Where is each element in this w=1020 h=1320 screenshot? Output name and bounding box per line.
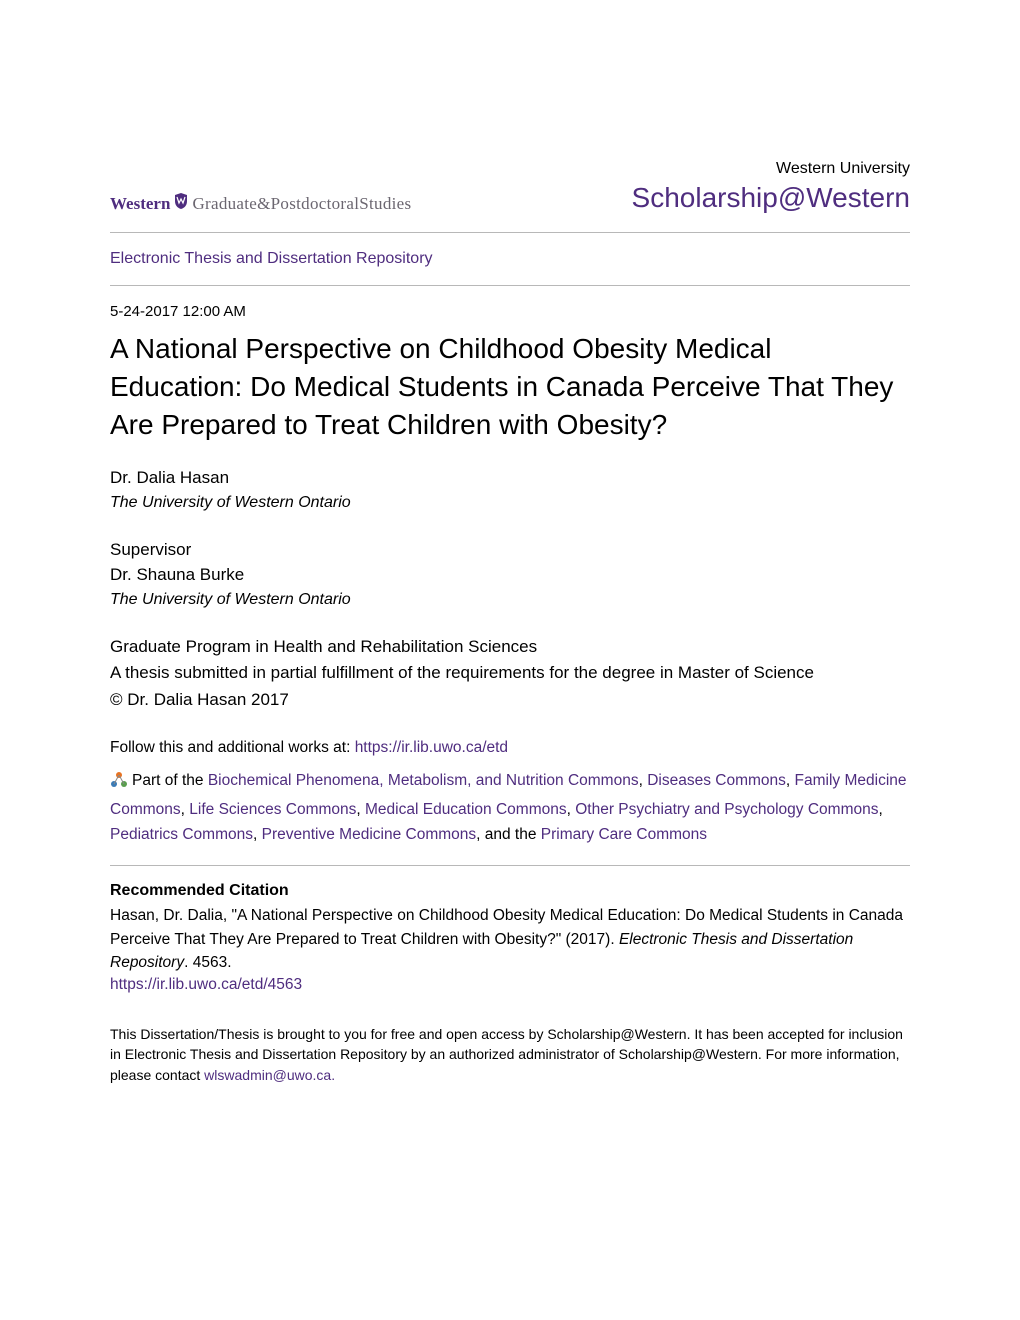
author-name: Dr. Dalia Hasan [110, 465, 910, 491]
paper-title: A National Perspective on Childhood Obes… [110, 330, 910, 443]
supervisor-block: Supervisor Dr. Shauna Burke The Universi… [110, 537, 910, 612]
program-info: Graduate Program in Health and Rehabilit… [110, 634, 910, 713]
citation-url-link[interactable]: https://ir.lib.uwo.ca/etd/4563 [110, 976, 910, 994]
copyright-line: © Dr. Dalia Hasan 2017 [110, 687, 910, 713]
citation-text: Hasan, Dr. Dalia, "A National Perspectiv… [110, 904, 910, 974]
commons-link[interactable]: Primary Care Commons [541, 826, 707, 843]
network-icon [110, 771, 128, 798]
logo-western-text: Western [110, 194, 170, 214]
supervisor-affiliation: The University of Western Ontario [110, 588, 910, 612]
site-name-link[interactable]: Scholarship@Western [632, 182, 910, 213]
citation-after: . 4563. [184, 954, 231, 971]
publication-timestamp: 5-24-2017 12:00 AM [110, 286, 910, 330]
site-identity: Western University Scholarship@Western [632, 160, 910, 214]
supervisor-label: Supervisor [110, 537, 910, 563]
commons-link[interactable]: Preventive Medicine Commons [262, 826, 477, 843]
follow-prefix: Follow this and additional works at: [110, 739, 355, 756]
commons-link[interactable]: Life Sciences Commons [189, 801, 356, 818]
commons-link[interactable]: Diseases Commons [647, 772, 786, 789]
commons-categories: Part of the Biochemical Phenomena, Metab… [110, 769, 910, 847]
commons-link[interactable]: Pediatrics Commons [110, 826, 253, 843]
institution-logo: Western Graduate&PostdoctoralStudies [110, 193, 411, 214]
page-header: Western Graduate&PostdoctoralStudies Wes… [110, 160, 910, 214]
supervisor-name: Dr. Shauna Burke [110, 562, 910, 588]
divider [110, 865, 910, 866]
logo-department-text: Graduate&PostdoctoralStudies [192, 194, 411, 214]
shield-icon [174, 193, 188, 209]
and-the-text: , and the [476, 826, 541, 843]
program-name: Graduate Program in Health and Rehabilit… [110, 634, 910, 660]
recommended-citation-heading: Recommended Citation [110, 882, 910, 900]
contact-email-link[interactable]: wlswadmin@uwo.ca. [204, 1067, 335, 1083]
follow-url-link[interactable]: https://ir.lib.uwo.ca/etd [355, 739, 508, 756]
author-affiliation: The University of Western Ontario [110, 491, 910, 515]
commons-link[interactable]: Medical Education Commons [365, 801, 567, 818]
author-block: Dr. Dalia Hasan The University of Wester… [110, 465, 910, 515]
part-of-prefix: Part of the [132, 772, 208, 789]
commons-link[interactable]: Biochemical Phenomena, Metabolism, and N… [208, 772, 639, 789]
thesis-statement: A thesis submitted in partial fulfillmen… [110, 660, 910, 686]
commons-link[interactable]: Other Psychiatry and Psychology Commons [575, 801, 878, 818]
repository-link[interactable]: Electronic Thesis and Dissertation Repos… [110, 233, 910, 285]
access-statement: This Dissertation/Thesis is brought to y… [110, 1024, 910, 1085]
follow-works-line: Follow this and additional works at: htt… [110, 739, 910, 757]
university-name: Western University [632, 160, 910, 178]
